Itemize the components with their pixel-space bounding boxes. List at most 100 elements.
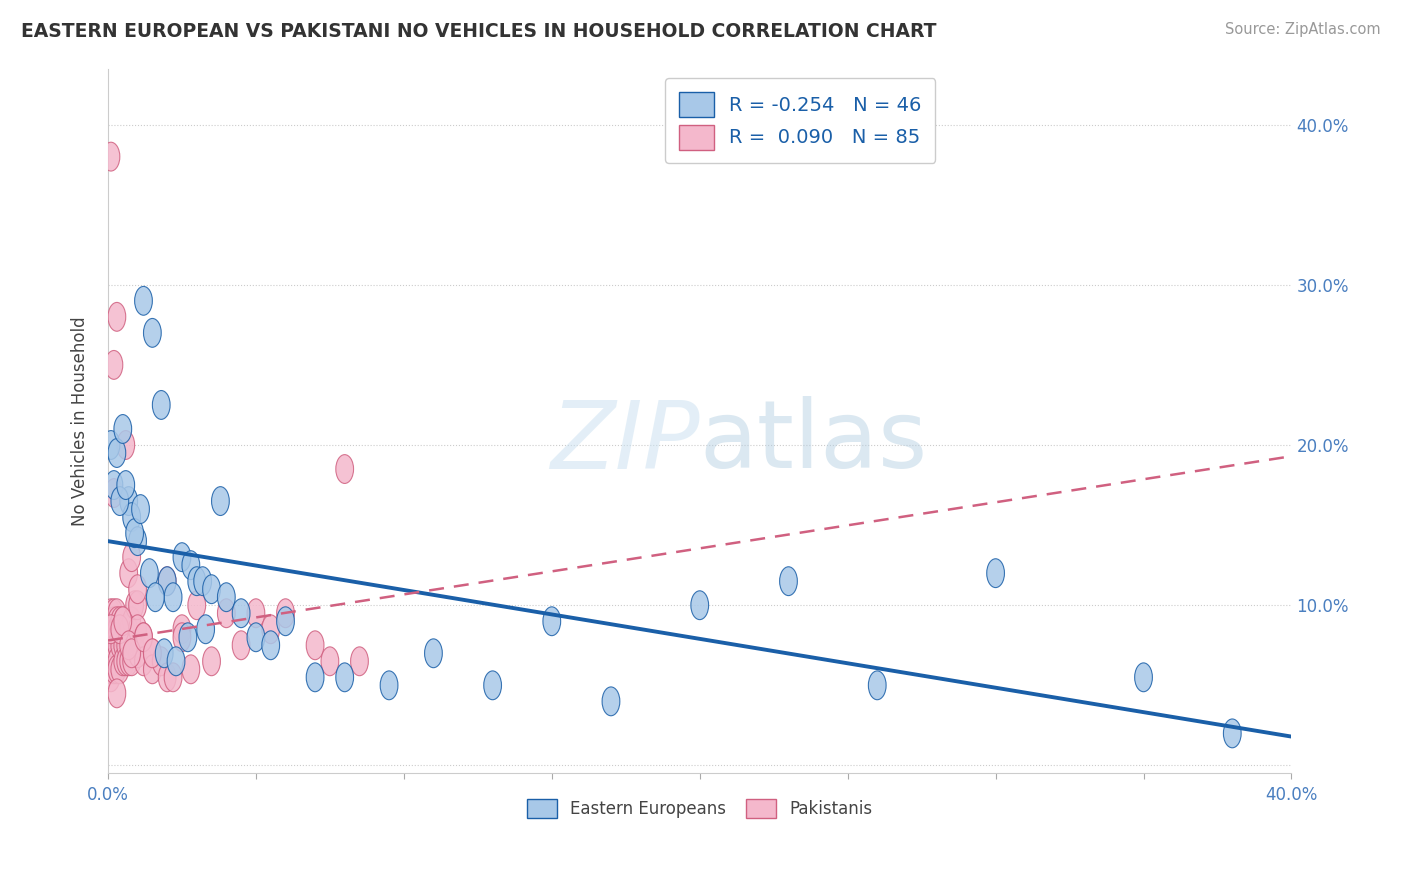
Ellipse shape <box>114 415 132 443</box>
Ellipse shape <box>181 655 200 683</box>
Ellipse shape <box>122 503 141 532</box>
Ellipse shape <box>114 623 132 652</box>
Ellipse shape <box>159 566 176 596</box>
Ellipse shape <box>114 631 132 660</box>
Ellipse shape <box>108 302 125 331</box>
Ellipse shape <box>143 655 162 683</box>
Ellipse shape <box>108 655 125 683</box>
Ellipse shape <box>108 679 125 707</box>
Ellipse shape <box>129 591 146 620</box>
Ellipse shape <box>869 671 886 699</box>
Ellipse shape <box>307 663 323 691</box>
Ellipse shape <box>602 687 620 715</box>
Ellipse shape <box>987 558 1004 588</box>
Ellipse shape <box>105 615 122 644</box>
Ellipse shape <box>111 631 129 660</box>
Ellipse shape <box>120 615 138 644</box>
Ellipse shape <box>484 671 502 699</box>
Ellipse shape <box>143 318 162 347</box>
Ellipse shape <box>218 599 235 628</box>
Text: ZIP: ZIP <box>550 397 700 488</box>
Ellipse shape <box>336 455 353 483</box>
Ellipse shape <box>165 663 181 691</box>
Ellipse shape <box>129 615 146 644</box>
Ellipse shape <box>120 558 138 588</box>
Ellipse shape <box>690 591 709 620</box>
Ellipse shape <box>202 647 221 676</box>
Legend: Eastern Europeans, Pakistanis: Eastern Europeans, Pakistanis <box>520 792 879 825</box>
Ellipse shape <box>105 599 122 628</box>
Ellipse shape <box>181 550 200 580</box>
Ellipse shape <box>129 526 146 556</box>
Ellipse shape <box>179 623 197 652</box>
Ellipse shape <box>321 647 339 676</box>
Ellipse shape <box>202 574 221 604</box>
Ellipse shape <box>132 495 149 524</box>
Ellipse shape <box>425 639 443 668</box>
Ellipse shape <box>105 623 122 652</box>
Ellipse shape <box>277 607 294 636</box>
Ellipse shape <box>117 471 135 500</box>
Ellipse shape <box>114 607 132 636</box>
Ellipse shape <box>117 647 135 676</box>
Ellipse shape <box>336 663 353 691</box>
Ellipse shape <box>111 615 129 644</box>
Ellipse shape <box>159 566 176 596</box>
Text: EASTERN EUROPEAN VS PAKISTANI NO VEHICLES IN HOUSEHOLD CORRELATION CHART: EASTERN EUROPEAN VS PAKISTANI NO VEHICLE… <box>21 22 936 41</box>
Ellipse shape <box>105 639 122 668</box>
Ellipse shape <box>105 351 122 379</box>
Ellipse shape <box>188 566 205 596</box>
Ellipse shape <box>155 639 173 668</box>
Text: atlas: atlas <box>700 396 928 488</box>
Ellipse shape <box>120 487 138 516</box>
Ellipse shape <box>105 471 122 500</box>
Text: Source: ZipAtlas.com: Source: ZipAtlas.com <box>1225 22 1381 37</box>
Ellipse shape <box>543 607 561 636</box>
Ellipse shape <box>105 607 122 636</box>
Ellipse shape <box>103 623 120 652</box>
Ellipse shape <box>173 623 191 652</box>
Ellipse shape <box>125 591 143 620</box>
Ellipse shape <box>197 615 215 644</box>
Ellipse shape <box>111 615 129 644</box>
Ellipse shape <box>105 479 122 508</box>
Ellipse shape <box>262 615 280 644</box>
Ellipse shape <box>307 631 323 660</box>
Ellipse shape <box>122 647 141 676</box>
Ellipse shape <box>108 623 125 652</box>
Ellipse shape <box>350 647 368 676</box>
Ellipse shape <box>143 639 162 668</box>
Ellipse shape <box>135 623 152 652</box>
Ellipse shape <box>103 142 120 171</box>
Ellipse shape <box>141 558 159 588</box>
Ellipse shape <box>211 487 229 516</box>
Ellipse shape <box>108 607 125 636</box>
Ellipse shape <box>129 574 146 604</box>
Ellipse shape <box>143 639 162 668</box>
Ellipse shape <box>103 655 120 683</box>
Ellipse shape <box>146 582 165 612</box>
Ellipse shape <box>152 391 170 419</box>
Ellipse shape <box>247 623 264 652</box>
Ellipse shape <box>194 566 211 596</box>
Ellipse shape <box>103 431 120 459</box>
Ellipse shape <box>111 623 129 652</box>
Ellipse shape <box>165 582 181 612</box>
Ellipse shape <box>117 615 135 644</box>
Ellipse shape <box>173 615 191 644</box>
Ellipse shape <box>103 615 120 644</box>
Ellipse shape <box>1135 663 1153 691</box>
Ellipse shape <box>108 599 125 628</box>
Ellipse shape <box>108 647 125 676</box>
Ellipse shape <box>1223 719 1241 747</box>
Ellipse shape <box>108 439 125 467</box>
Ellipse shape <box>105 655 122 683</box>
Ellipse shape <box>247 599 264 628</box>
Ellipse shape <box>779 566 797 596</box>
Ellipse shape <box>167 647 186 676</box>
Ellipse shape <box>277 599 294 628</box>
Ellipse shape <box>122 542 141 572</box>
Ellipse shape <box>380 671 398 699</box>
Ellipse shape <box>135 286 152 315</box>
Ellipse shape <box>232 631 250 660</box>
